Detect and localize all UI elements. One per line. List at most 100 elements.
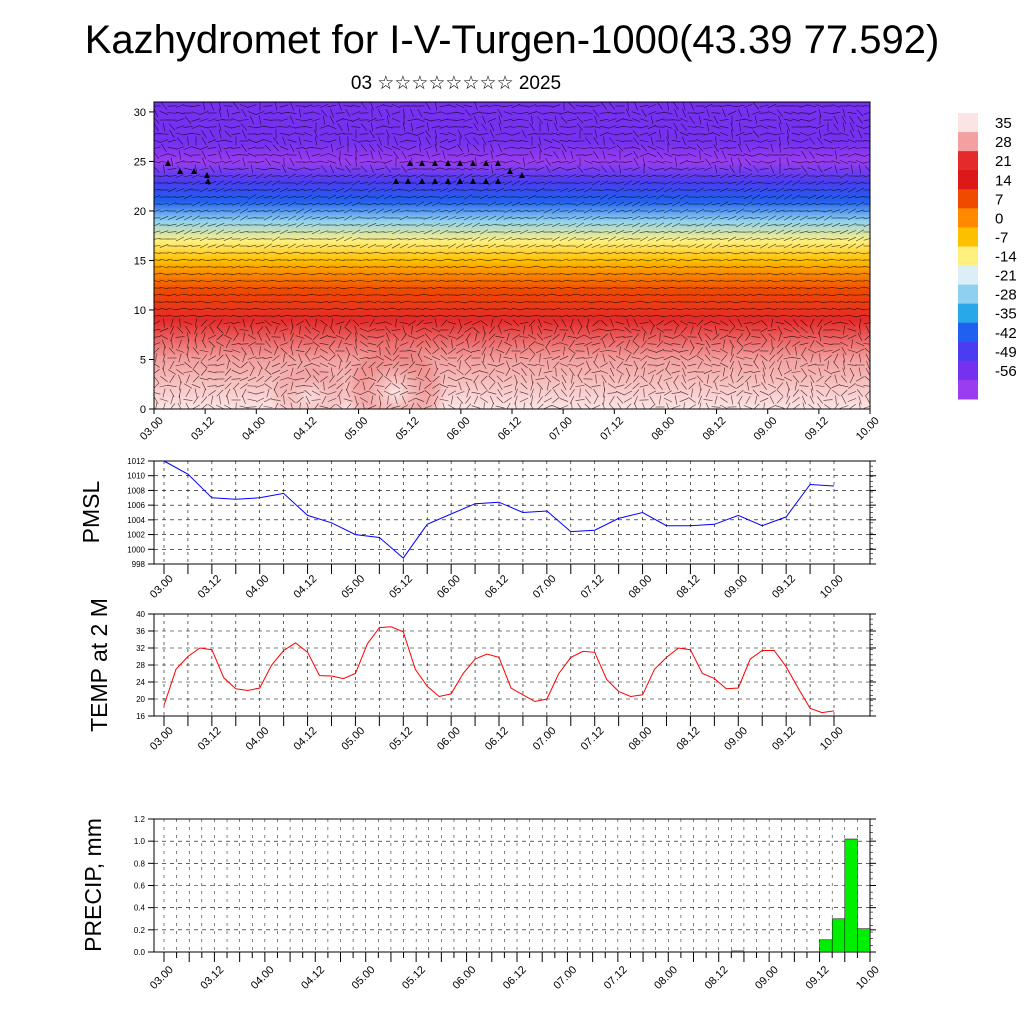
- wind-vector: [479, 174, 489, 178]
- wind-vector: [216, 333, 224, 341]
- wind-vector: [279, 244, 289, 248]
- wind-vector: [215, 259, 225, 261]
- wind-vector: [831, 140, 841, 142]
- wind-vector: [809, 151, 815, 159]
- wind-vector: [191, 160, 201, 164]
- wind-vector: [159, 328, 169, 332]
- wind-vector: [471, 391, 481, 395]
- wind-vector: [375, 231, 385, 233]
- wind-vector: [728, 319, 736, 327]
- wind-vector: [575, 195, 585, 199]
- wind-vector: [847, 195, 857, 199]
- wind-vector: [183, 383, 193, 389]
- wind-vector: [527, 210, 537, 212]
- wind-vector: [287, 201, 297, 207]
- wind-vector: [697, 360, 703, 370]
- wind-vector: [583, 154, 593, 156]
- wind-vector: [271, 244, 281, 248]
- wind-vector: [719, 231, 729, 233]
- wind-vector: [746, 108, 750, 118]
- wind-vector: [359, 223, 369, 227]
- wind-vector: [615, 336, 625, 338]
- wind-vector: [463, 125, 473, 129]
- wind-vector: [271, 230, 281, 234]
- wind-vector: [783, 243, 793, 249]
- wind-vector: [287, 300, 297, 304]
- wind-vector: [457, 144, 463, 152]
- wind-vector: [351, 111, 361, 115]
- wind-vector: [687, 217, 697, 219]
- wind-vector: [351, 244, 361, 248]
- wind-vector: [759, 139, 769, 143]
- wind-vector: [727, 174, 737, 178]
- wind-vector: [559, 126, 569, 128]
- wind-vector: [319, 391, 329, 395]
- wind-vector: [623, 180, 633, 186]
- wind-vector: [431, 308, 441, 310]
- wind-vector: [367, 342, 377, 346]
- wind-vector: [631, 244, 641, 248]
- wind-vector: [375, 223, 385, 227]
- wind-vector: [183, 224, 193, 226]
- wind-vector: [320, 376, 328, 382]
- wind-vector: [784, 180, 792, 186]
- wind-vector: [679, 252, 689, 254]
- wind-vector: [816, 341, 824, 347]
- wind-vector: [439, 334, 449, 340]
- wind-vector: [571, 402, 573, 409]
- wind-vector: [434, 129, 438, 139]
- wind-vector: [247, 153, 257, 157]
- wind-vector: [705, 402, 710, 409]
- wind-vector: [633, 151, 639, 159]
- wind-vector: [481, 382, 487, 390]
- wind-vector: [351, 216, 361, 220]
- wind-vector: [745, 143, 751, 153]
- wind-vector: [753, 353, 759, 363]
- wind-vector: [664, 368, 672, 376]
- wind-vector: [841, 115, 847, 125]
- wind-vector: [465, 333, 471, 341]
- wind-vector: [303, 194, 313, 200]
- wind-vector: [719, 315, 729, 317]
- wind-vector: [359, 315, 369, 317]
- wind-vector: [751, 279, 761, 283]
- wind-vector: [689, 102, 695, 111]
- wind-vector: [383, 272, 393, 276]
- wind-vector: [463, 287, 473, 289]
- wind-vector: [696, 144, 704, 152]
- wind-vector: [769, 164, 775, 174]
- wind-vector: [217, 319, 223, 327]
- colorbar-label: -14: [995, 249, 1017, 266]
- wind-vector: [287, 173, 297, 179]
- wind-vector: [568, 348, 576, 354]
- wind-vector: [311, 251, 321, 255]
- wind-vector: [783, 210, 793, 212]
- wind-vector: [639, 188, 649, 192]
- wind-vector: [727, 390, 737, 396]
- wind-vector: [551, 231, 561, 233]
- wind-vector: [775, 237, 785, 241]
- wind-vector: [727, 266, 737, 268]
- wind-vector: [767, 272, 777, 276]
- wind-vector: [295, 273, 305, 275]
- wind-vector: [786, 388, 790, 398]
- wind-vector: [527, 251, 537, 255]
- wind-vector: [303, 238, 313, 240]
- wind-vector: [295, 146, 305, 150]
- x-tick-label: 09.00: [722, 725, 750, 753]
- wind-vector: [823, 195, 833, 199]
- wind-vector: [335, 223, 345, 227]
- wind-vector: [447, 209, 457, 213]
- wind-vector: [831, 370, 841, 374]
- wind-vector: [705, 339, 711, 349]
- wind-vector: [659, 395, 661, 405]
- wind-vector: [447, 321, 457, 325]
- wind-vector: [402, 374, 406, 384]
- wind-vector: [496, 396, 504, 404]
- wind-vector: [287, 243, 297, 249]
- wind-vector: [319, 259, 329, 261]
- wind-vector: [519, 210, 529, 212]
- wind-vector: [815, 160, 825, 164]
- wind-vector: [807, 348, 817, 354]
- wind-vector: [743, 104, 753, 108]
